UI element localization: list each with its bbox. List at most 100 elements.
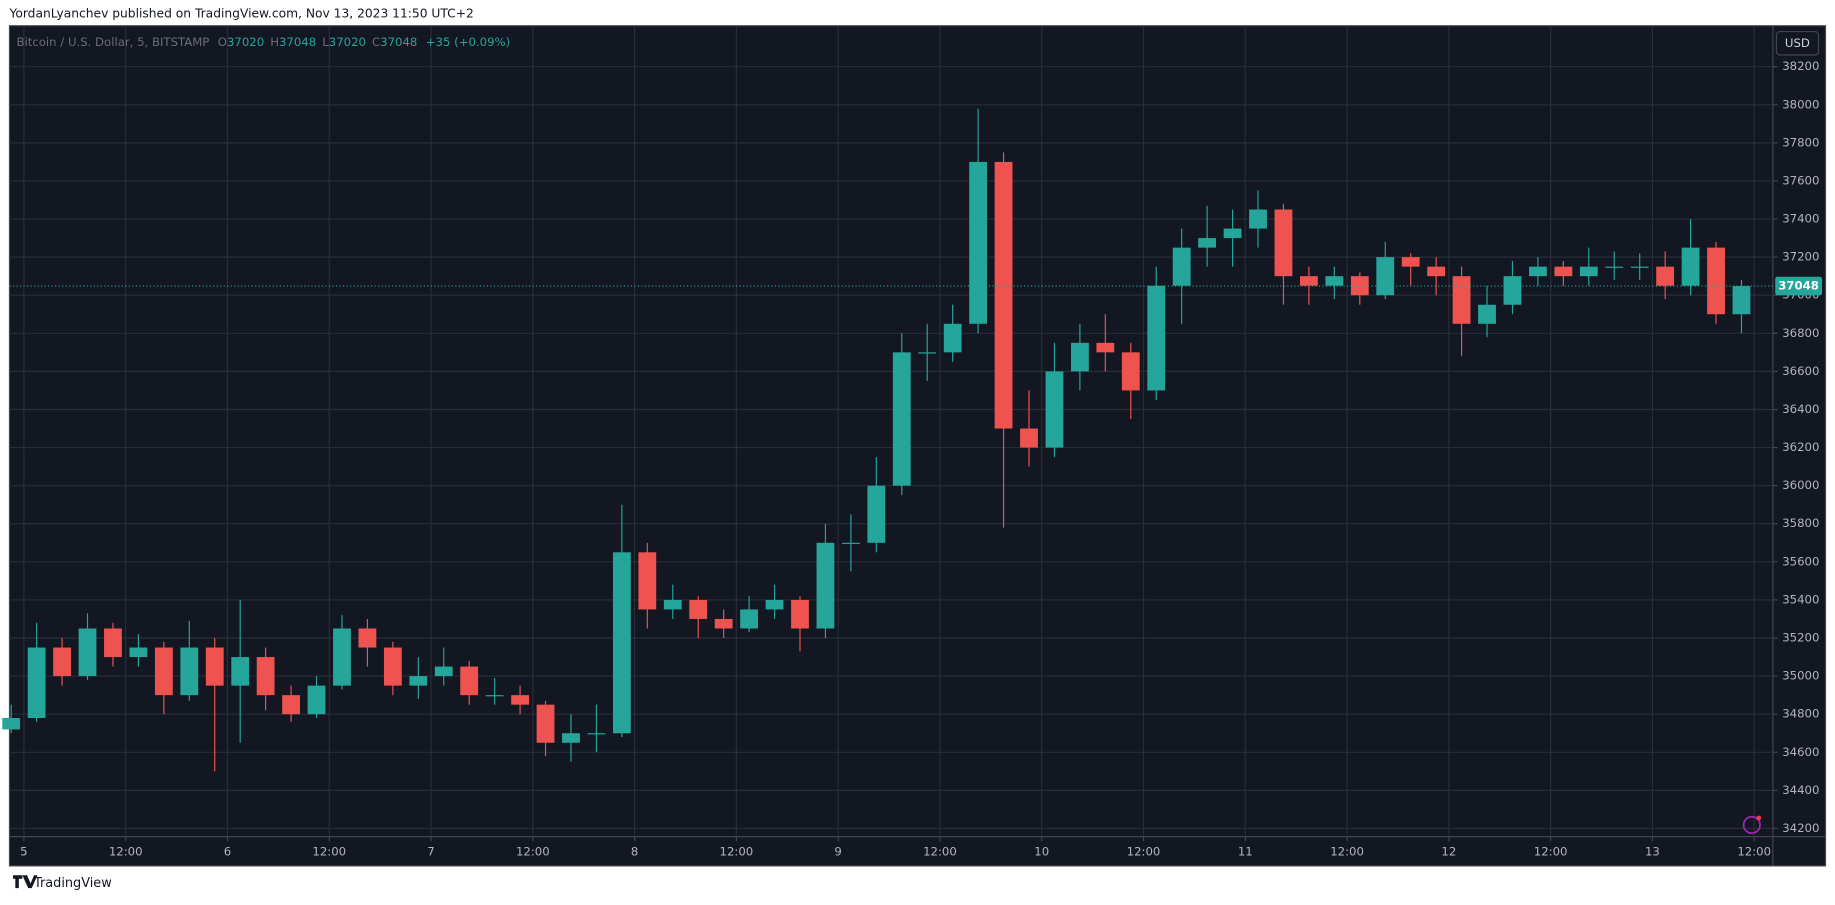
- candle-body: [867, 485, 886, 543]
- plot-area: 34200 34400 34600 34800 35000 35200 35400 35600…: [2, 25, 1819, 858]
- x-tick-label: 7: [427, 844, 434, 858]
- candle-body: [765, 599, 784, 610]
- candle-body: [841, 542, 860, 544]
- candle-body: [1223, 228, 1242, 239]
- candle-body: [638, 552, 657, 610]
- candle-body: [1096, 342, 1115, 353]
- candle-body: [409, 676, 428, 686]
- candle-body: [460, 666, 479, 696]
- candle-body: [816, 542, 835, 629]
- x-tick-label: 12:00: [1127, 844, 1161, 858]
- y-tick-label: 37800: [1782, 135, 1819, 149]
- x-tick-label: 12:00: [1330, 844, 1364, 858]
- x-tick-label: 11: [1238, 844, 1253, 858]
- candle-body: [994, 161, 1013, 429]
- candle-body: [536, 704, 555, 743]
- x-tick-label: 12: [1441, 844, 1456, 858]
- y-tick-label: 38000: [1782, 97, 1819, 111]
- candle-body: [1707, 247, 1725, 315]
- candle-body: [1401, 257, 1420, 267]
- candle-body: [562, 733, 580, 743]
- candle-body: [205, 647, 224, 686]
- candle-body: [918, 352, 937, 354]
- candle-body: [1274, 209, 1293, 277]
- x-tick-label: 5: [20, 844, 27, 858]
- y-tick-label: 36600: [1782, 364, 1819, 378]
- logo-text: TradingView: [33, 876, 112, 891]
- candle-body: [1732, 286, 1751, 315]
- candle-body: [1070, 342, 1089, 372]
- candle-body: [154, 647, 173, 696]
- x-tick-label: 10: [1034, 844, 1049, 858]
- x-tick-label: 12:00: [923, 844, 957, 858]
- ohlc-value: 37048: [279, 35, 316, 49]
- candle-body: [256, 657, 275, 696]
- x-tick-label: 12:00: [109, 844, 143, 858]
- candle-body: [1452, 276, 1471, 324]
- candle-body: [1121, 352, 1140, 391]
- publish-header: YordanLyanchev published on TradingView.…: [8, 7, 473, 21]
- candle-body: [969, 161, 988, 324]
- y-tick-label: 34400: [1782, 783, 1819, 797]
- candle-body: [333, 628, 351, 686]
- candle-body: [78, 628, 97, 677]
- candle-body: [1427, 266, 1446, 277]
- y-tick-label: 36200: [1782, 440, 1819, 454]
- legend: Bitcoin / U.S. Dollar, 5, BITSTAMP O3702…: [17, 35, 511, 49]
- last-price-label: 37048: [1778, 279, 1819, 293]
- candle-body: [307, 685, 326, 715]
- candle-body: [53, 647, 71, 677]
- candle-body: [1020, 428, 1038, 448]
- candle-body: [1045, 371, 1064, 448]
- candle-body: [663, 599, 682, 610]
- candle-body: [587, 733, 606, 735]
- chart-frame: [8, 25, 1827, 867]
- ohlc-key: L: [322, 35, 329, 49]
- ohlc-value: 37020: [227, 35, 264, 49]
- alert-icon[interactable]: [1742, 815, 1761, 835]
- candle-body: [689, 599, 708, 619]
- y-tick-label: 34600: [1782, 745, 1819, 759]
- y-tick-label: 36800: [1782, 326, 1819, 340]
- x-tick-label: 12:00: [516, 844, 550, 858]
- ohlc-value: 37020: [329, 35, 366, 49]
- y-tick-label: 36000: [1782, 478, 1819, 492]
- candle-body: [1325, 276, 1344, 286]
- candle-body: [383, 647, 402, 686]
- candle-body: [1605, 266, 1624, 268]
- candle-body: [1478, 304, 1496, 324]
- x-tick-label: 12:00: [720, 844, 754, 858]
- currency-button[interactable]: [1775, 31, 1820, 56]
- y-tick-label: 35400: [1782, 592, 1819, 606]
- x-tick-label: 9: [834, 844, 841, 858]
- currency-label: USD: [1785, 36, 1810, 50]
- candle-body: [1656, 266, 1675, 286]
- candle-body: [1630, 266, 1649, 268]
- candle-body: [714, 618, 733, 629]
- candle-body: [27, 647, 46, 718]
- x-tick-label: 13: [1645, 844, 1660, 858]
- candle-body: [1299, 276, 1318, 286]
- candle-body: [1529, 266, 1547, 277]
- x-tick-label: 8: [631, 844, 638, 858]
- x-tick-label: 12:00: [1534, 844, 1568, 858]
- candle-body: [1554, 266, 1573, 277]
- y-tick-label: 35000: [1782, 669, 1819, 683]
- candle-body: [485, 695, 504, 697]
- candle-body: [282, 695, 300, 715]
- candle-body: [129, 647, 148, 658]
- y-tick-label: 35600: [1782, 554, 1819, 568]
- y-tick-label: 34800: [1782, 707, 1819, 721]
- ohlc-value: 37048: [380, 35, 417, 49]
- candle-body: [2, 717, 21, 730]
- candle-body: [740, 609, 759, 629]
- candle-body: [892, 352, 911, 486]
- candle-body: [1147, 285, 1166, 391]
- candle-body: [231, 657, 250, 686]
- x-tick-label: 12:00: [312, 844, 346, 858]
- symbol: Bitcoin / U.S. Dollar, 5, BITSTAMP: [17, 35, 210, 49]
- candle-body: [1579, 266, 1598, 277]
- x-tick-label: 6: [224, 844, 231, 858]
- y-tick-label: 35800: [1782, 516, 1819, 530]
